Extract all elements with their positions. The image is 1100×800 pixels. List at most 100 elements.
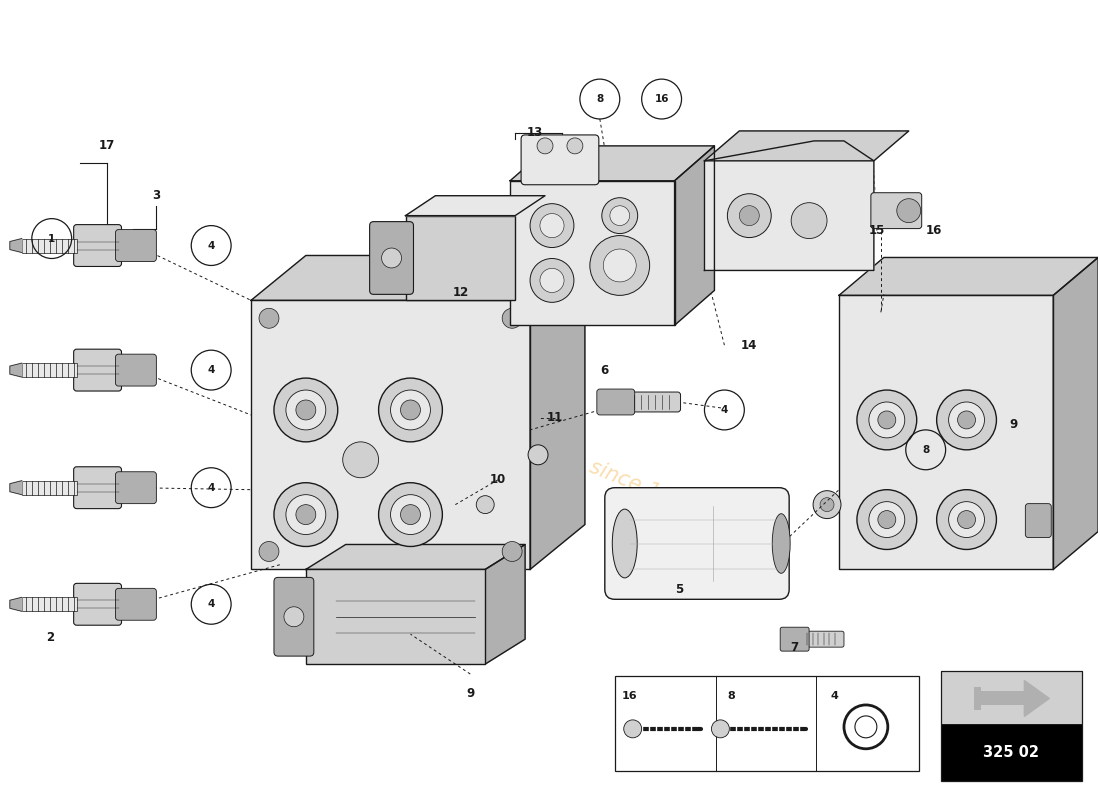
- Polygon shape: [674, 146, 714, 326]
- Circle shape: [739, 206, 759, 226]
- Text: 4: 4: [208, 365, 214, 375]
- Text: 15: 15: [869, 224, 886, 237]
- FancyBboxPatch shape: [274, 578, 313, 656]
- Circle shape: [624, 720, 641, 738]
- Circle shape: [791, 202, 827, 238]
- Circle shape: [274, 378, 338, 442]
- Circle shape: [855, 716, 877, 738]
- Circle shape: [937, 490, 997, 550]
- Text: 7: 7: [790, 641, 799, 654]
- Circle shape: [609, 206, 629, 226]
- Text: 325 02: 325 02: [983, 745, 1040, 760]
- Polygon shape: [530, 255, 585, 570]
- Text: 5: 5: [675, 583, 684, 596]
- Circle shape: [284, 606, 304, 626]
- Text: 6: 6: [601, 364, 609, 377]
- Circle shape: [530, 204, 574, 247]
- Circle shape: [528, 445, 548, 465]
- Circle shape: [958, 510, 976, 529]
- Text: 9: 9: [1010, 418, 1018, 431]
- Polygon shape: [485, 545, 525, 664]
- Text: 14: 14: [741, 338, 758, 352]
- Circle shape: [602, 198, 638, 234]
- Bar: [510, 181, 674, 326]
- FancyBboxPatch shape: [1025, 504, 1052, 538]
- Circle shape: [821, 498, 834, 512]
- Polygon shape: [510, 146, 714, 181]
- Circle shape: [896, 198, 921, 222]
- Text: 13: 13: [527, 126, 543, 139]
- Bar: [22, 363, 77, 377]
- Circle shape: [258, 542, 279, 562]
- Circle shape: [712, 720, 729, 738]
- Text: 10: 10: [491, 474, 506, 486]
- Bar: [251, 300, 530, 570]
- Circle shape: [390, 494, 430, 534]
- Text: 4: 4: [830, 691, 838, 701]
- Circle shape: [937, 390, 997, 450]
- Circle shape: [813, 490, 842, 518]
- Circle shape: [590, 235, 650, 295]
- Text: 12: 12: [452, 286, 469, 299]
- Polygon shape: [10, 238, 22, 253]
- Text: 3: 3: [152, 190, 161, 202]
- FancyBboxPatch shape: [116, 472, 156, 504]
- Text: 1: 1: [48, 234, 55, 243]
- Bar: [406, 216, 515, 300]
- Circle shape: [476, 496, 494, 514]
- Text: 2: 2: [46, 630, 54, 644]
- Circle shape: [878, 510, 895, 529]
- Bar: [974, 686, 981, 710]
- FancyBboxPatch shape: [370, 222, 414, 294]
- Bar: [940, 671, 1082, 724]
- Circle shape: [503, 542, 522, 562]
- Polygon shape: [704, 141, 873, 270]
- Circle shape: [948, 502, 984, 538]
- Text: 17: 17: [98, 139, 114, 152]
- Circle shape: [857, 490, 916, 550]
- Circle shape: [566, 138, 583, 154]
- Polygon shape: [704, 131, 909, 161]
- Ellipse shape: [772, 514, 790, 574]
- Circle shape: [878, 411, 895, 429]
- Bar: [22, 481, 77, 494]
- FancyBboxPatch shape: [802, 631, 844, 647]
- FancyBboxPatch shape: [116, 354, 156, 386]
- Circle shape: [400, 400, 420, 420]
- FancyBboxPatch shape: [521, 135, 598, 185]
- Circle shape: [400, 505, 420, 525]
- Polygon shape: [10, 598, 22, 611]
- Text: 8: 8: [727, 691, 735, 701]
- Circle shape: [286, 390, 326, 430]
- Circle shape: [844, 705, 888, 749]
- Ellipse shape: [613, 509, 637, 578]
- Circle shape: [540, 268, 564, 293]
- Text: 16: 16: [621, 691, 638, 701]
- Text: 4: 4: [208, 599, 214, 610]
- Circle shape: [296, 400, 316, 420]
- Bar: [22, 238, 77, 253]
- Circle shape: [286, 494, 326, 534]
- FancyBboxPatch shape: [627, 392, 681, 412]
- Bar: [940, 724, 1082, 781]
- Polygon shape: [251, 255, 585, 300]
- Polygon shape: [839, 258, 1098, 295]
- Text: 16: 16: [654, 94, 669, 104]
- Bar: [306, 570, 485, 664]
- Circle shape: [958, 411, 976, 429]
- Text: a passion for parts since 1985: a passion for parts since 1985: [400, 382, 700, 518]
- FancyBboxPatch shape: [74, 583, 121, 626]
- Circle shape: [869, 402, 905, 438]
- Circle shape: [378, 378, 442, 442]
- Circle shape: [540, 214, 564, 238]
- Text: 16: 16: [925, 224, 942, 237]
- Circle shape: [530, 258, 574, 302]
- FancyBboxPatch shape: [116, 588, 156, 620]
- FancyBboxPatch shape: [116, 230, 156, 262]
- Circle shape: [378, 482, 442, 546]
- Circle shape: [503, 308, 522, 328]
- Bar: [615, 676, 918, 770]
- Polygon shape: [1053, 258, 1098, 570]
- Text: 8: 8: [596, 94, 604, 104]
- Circle shape: [274, 482, 338, 546]
